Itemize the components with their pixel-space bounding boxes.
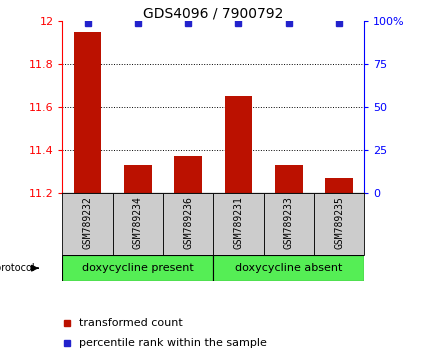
Bar	[224, 96, 252, 193]
Bar	[163, 193, 213, 255]
Text: growth protocol: growth protocol	[0, 263, 34, 273]
Bar	[113, 193, 163, 255]
Bar	[174, 156, 202, 193]
Text: GSM789235: GSM789235	[333, 196, 343, 249]
Text: doxycycline absent: doxycycline absent	[234, 263, 342, 273]
Text: doxycycline present: doxycycline present	[82, 263, 194, 273]
Bar	[213, 193, 263, 255]
Bar	[213, 255, 363, 281]
Bar	[274, 165, 302, 193]
Title: GDS4096 / 7900792: GDS4096 / 7900792	[143, 6, 283, 20]
Text: GSM789234: GSM789234	[132, 196, 143, 249]
Text: GSM789231: GSM789231	[233, 196, 243, 249]
Bar	[62, 193, 113, 255]
Bar	[74, 32, 101, 193]
Text: percentile rank within the sample: percentile rank within the sample	[79, 338, 267, 348]
Text: GSM789232: GSM789232	[83, 196, 92, 249]
Text: transformed count: transformed count	[79, 318, 183, 328]
Bar	[62, 255, 213, 281]
Bar	[263, 193, 313, 255]
Bar	[325, 178, 352, 193]
Bar	[124, 165, 151, 193]
Text: GSM789233: GSM789233	[283, 196, 293, 249]
Text: GSM789236: GSM789236	[183, 196, 193, 249]
Bar	[313, 193, 363, 255]
